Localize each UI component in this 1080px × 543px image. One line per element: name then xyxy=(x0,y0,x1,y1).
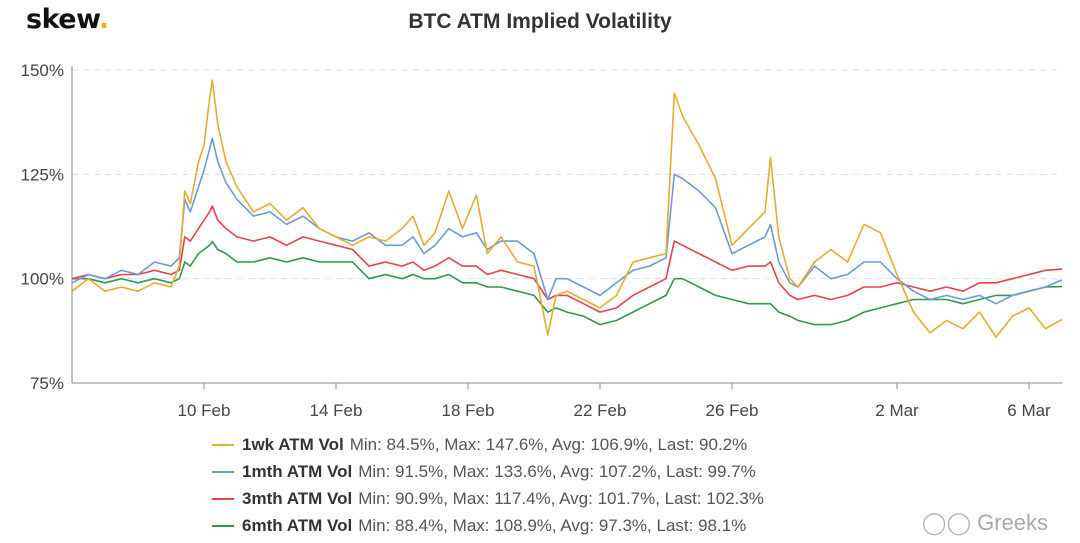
x-tick-label: 18 Feb xyxy=(442,401,495,420)
skew-logo: skew. xyxy=(26,4,109,35)
legend-item-3mth[interactable]: 3mth ATM Vol Min: 90.9%, Max: 117.4%, Av… xyxy=(212,485,764,512)
axes: 75% 100% 125% 150% 10 Feb 14 Feb 18 Feb 22 Feb 2… xyxy=(21,61,1062,420)
series-line-1mth[interactable] xyxy=(71,137,1063,305)
x-tick-label: 26 Feb xyxy=(706,401,759,420)
logo-text: skew xyxy=(26,4,99,35)
legend-item-1wk[interactable]: 1wk ATM Vol Min: 84.5%, Max: 147.6%, Avg… xyxy=(212,431,764,458)
legend-swatch-6mth xyxy=(212,524,234,527)
legend-stats: Min: 90.9%, Max: 117.4%, Avg: 101.7%, La… xyxy=(358,488,764,508)
x-tick-label: 10 Feb xyxy=(178,401,231,420)
x-tick-label: 2 Mar xyxy=(875,401,919,420)
legend-label: 6mth ATM Vol xyxy=(242,515,353,535)
legend-stats: Min: 88.4%, Max: 108.9%, Avg: 97.3%, Las… xyxy=(358,515,747,535)
legend-label: 3mth ATM Vol xyxy=(242,488,353,508)
legend: 1wk ATM Vol Min: 84.5%, Max: 147.6%, Avg… xyxy=(212,431,764,539)
gridlines xyxy=(72,69,1062,280)
logo-dot: . xyxy=(98,4,109,35)
legend-label: 1mth ATM Vol xyxy=(242,461,353,481)
legend-item-1mth[interactable]: 1mth ATM Vol Min: 91.5%, Max: 133.6%, Av… xyxy=(212,458,764,485)
legend-swatch-1wk xyxy=(212,443,234,446)
x-tick-label: 6 Mar xyxy=(1007,401,1051,420)
series-line-3mth[interactable] xyxy=(71,205,1063,313)
legend-swatch-3mth xyxy=(212,497,234,500)
legend-label: 1wk ATM Vol xyxy=(242,434,344,454)
y-tick-label: 75% xyxy=(30,374,64,393)
y-tick-label: 150% xyxy=(21,61,64,80)
legend-stats: Min: 91.5%, Max: 133.6%, Avg: 107.2%, La… xyxy=(358,461,756,481)
chart-title: BTC ATM Implied Volatility xyxy=(408,10,672,33)
watermark: ◯◯ Greeks xyxy=(922,510,1048,536)
series-line-1wk[interactable] xyxy=(71,79,1063,338)
wechat-icon: ◯◯ xyxy=(921,510,972,535)
series-line-6mth[interactable] xyxy=(72,240,1063,326)
x-tick-label: 14 Feb xyxy=(310,401,363,420)
volatility-chart: 75% 100% 125% 150% 10 Feb 14 Feb 18 Feb 22 Feb 2… xyxy=(21,61,1063,420)
y-tick-label: 125% xyxy=(21,165,64,184)
legend-swatch-1mth xyxy=(212,470,234,473)
x-tick-label: 22 Feb xyxy=(574,401,627,420)
legend-stats: Min: 84.5%, Max: 147.6%, Avg: 106.9%, La… xyxy=(349,434,748,454)
series-lines xyxy=(71,79,1063,338)
y-tick-label: 100% xyxy=(21,270,64,289)
legend-item-6mth[interactable]: 6mth ATM Vol Min: 88.4%, Max: 108.9%, Av… xyxy=(212,512,764,539)
watermark-text: Greeks xyxy=(977,510,1048,535)
